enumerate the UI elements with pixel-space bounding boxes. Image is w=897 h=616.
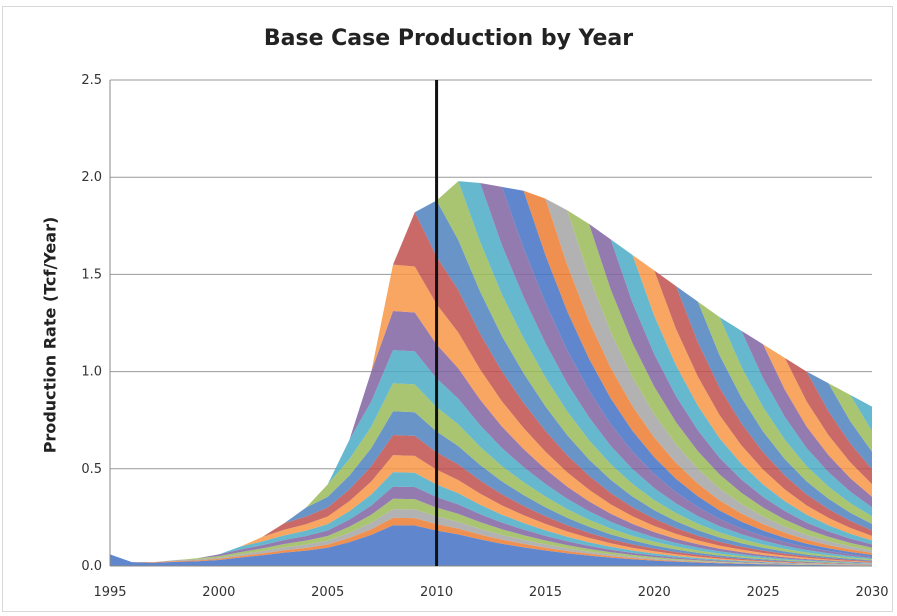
- area-band: [110, 525, 872, 566]
- area-band: [110, 181, 872, 563]
- x-tick-label: 2005: [311, 585, 344, 600]
- y-tick-label: 0.5: [81, 462, 102, 477]
- x-tick-label: 2020: [638, 585, 671, 600]
- x-tick-label: 1995: [93, 585, 126, 600]
- x-tick-label: 2000: [202, 585, 235, 600]
- x-tick-label: 2010: [420, 585, 453, 600]
- chart-title: Base Case Production by Year: [263, 26, 634, 51]
- y-tick-label: 2.5: [81, 73, 102, 88]
- area-band: [110, 181, 872, 563]
- x-tick-label: 2030: [855, 585, 888, 600]
- y-tick-label: 1.0: [81, 365, 102, 380]
- stacked-areas: [110, 181, 872, 566]
- area-band: [110, 181, 872, 563]
- y-tick-label: 0.0: [81, 559, 102, 574]
- y-tick-label: 1.5: [81, 267, 102, 282]
- y-tick-labels: 0.0 0.5 1.0 1.5 2.0 2.5: [81, 73, 102, 574]
- x-tick-label: 2025: [747, 585, 780, 600]
- x-tick-labels: 1995 2000 2005 2010 2015 2020 2025 2030: [93, 585, 888, 600]
- area-band: [110, 181, 872, 563]
- x-tick-label: 2015: [529, 585, 562, 600]
- y-tick-label: 2.0: [81, 170, 102, 185]
